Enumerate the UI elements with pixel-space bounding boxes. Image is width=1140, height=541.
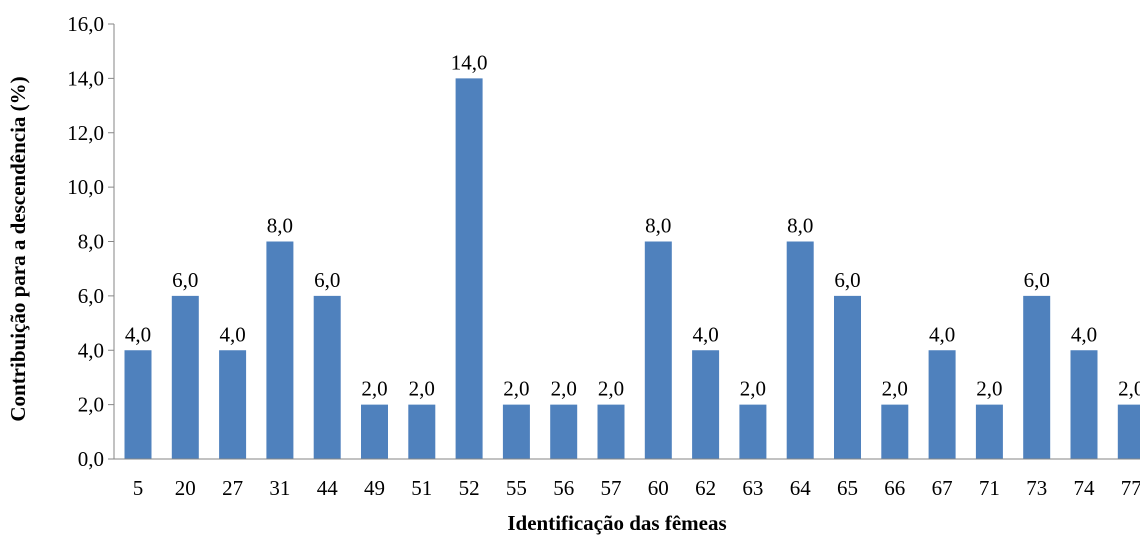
data-label: 2,0 (409, 377, 435, 401)
bar (644, 241, 672, 459)
bars (124, 78, 1140, 459)
x-tick-label: 51 (411, 476, 432, 500)
bar (502, 404, 530, 459)
bar (834, 295, 861, 459)
y-tick-label: 2,0 (78, 393, 104, 417)
y-tick-label: 12,0 (67, 121, 104, 145)
data-label: 8,0 (267, 214, 293, 238)
data-label: 2,0 (882, 377, 908, 401)
y-tick-label: 4,0 (78, 338, 104, 362)
y-tick-label: 8,0 (78, 230, 104, 254)
y-tick-label: 14,0 (67, 66, 104, 90)
data-label: 6,0 (172, 268, 198, 292)
x-axis-title: Identificação das fêmeas (507, 511, 726, 535)
bar (550, 404, 578, 459)
y-tick-label: 16,0 (67, 12, 104, 36)
bar (692, 350, 720, 459)
bar (928, 350, 956, 459)
x-tick-label: 44 (317, 476, 339, 500)
data-label: 4,0 (692, 322, 718, 346)
bar (313, 295, 341, 459)
bar (455, 78, 483, 459)
data-label: 6,0 (314, 268, 340, 292)
x-tick-label: 27 (222, 476, 243, 500)
x-tick-label: 73 (1026, 476, 1047, 500)
data-label: 4,0 (929, 322, 955, 346)
data-label: 8,0 (787, 214, 813, 238)
data-label: 6,0 (834, 268, 860, 292)
x-tick-label: 64 (790, 476, 812, 500)
x-tick-label: 31 (269, 476, 290, 500)
y-tick-label: 0,0 (78, 447, 104, 471)
x-tick-label: 63 (742, 476, 763, 500)
bar (266, 241, 294, 459)
bar (171, 295, 199, 459)
bar (361, 404, 388, 459)
x-tick-label: 74 (1074, 476, 1096, 500)
x-tick-label: 71 (979, 476, 1000, 500)
x-tick-label: 60 (648, 476, 669, 500)
bar (597, 404, 625, 459)
data-label: 2,0 (740, 377, 766, 401)
data-label: 2,0 (976, 377, 1002, 401)
data-label: 4,0 (219, 322, 245, 346)
bar (408, 404, 436, 459)
x-tick-label: 67 (932, 476, 953, 500)
y-axis-title: Contribuição para a descendência (%) (6, 76, 30, 421)
bar (1023, 295, 1051, 459)
x-tick-label: 65 (837, 476, 858, 500)
data-label: 2,0 (598, 377, 624, 401)
data-label: 2,0 (503, 377, 529, 401)
data-labels: 4,0 6,0 4,0 8,0 6,0 2,0 2,0 14,0 2,0 2,0 2,0 8,0 4,0… (125, 50, 1140, 400)
x-tick-label: 77 (1121, 476, 1140, 500)
data-label: 2,0 (551, 377, 577, 401)
x-tick-label: 66 (884, 476, 905, 500)
bar (786, 241, 814, 459)
bar (739, 404, 767, 459)
x-axis: 5 20 27 31 44 49 51 52 55 56 57 60 62 63 64 65 66 67 71 73 7… (114, 458, 1140, 500)
data-label: 2,0 (361, 377, 387, 401)
data-label: 4,0 (125, 322, 151, 346)
bar (124, 350, 152, 459)
x-tick-label: 20 (175, 476, 196, 500)
x-tick-label: 55 (506, 476, 527, 500)
bar (881, 404, 909, 459)
x-tick-label: 62 (695, 476, 716, 500)
x-tick-label: 49 (364, 476, 385, 500)
data-label: 6,0 (1024, 268, 1050, 292)
x-tick-label: 57 (601, 476, 622, 500)
data-label: 4,0 (1071, 322, 1097, 346)
data-label: 14,0 (451, 50, 488, 74)
bar (219, 350, 247, 459)
y-tick-label: 6,0 (78, 284, 104, 308)
x-tick-label: 52 (459, 476, 480, 500)
x-tick-label: 5 (133, 476, 144, 500)
data-label: 2,0 (1118, 377, 1140, 401)
bar (1117, 404, 1140, 459)
data-label: 8,0 (645, 214, 671, 238)
y-axis: 0,0 2,0 4,0 6,0 8,0 10,0 12,0 14,0 16,0 (67, 12, 115, 471)
bar (1070, 350, 1098, 459)
x-tick-label: 56 (553, 476, 574, 500)
bar (975, 404, 1003, 459)
y-tick-label: 10,0 (67, 175, 104, 199)
